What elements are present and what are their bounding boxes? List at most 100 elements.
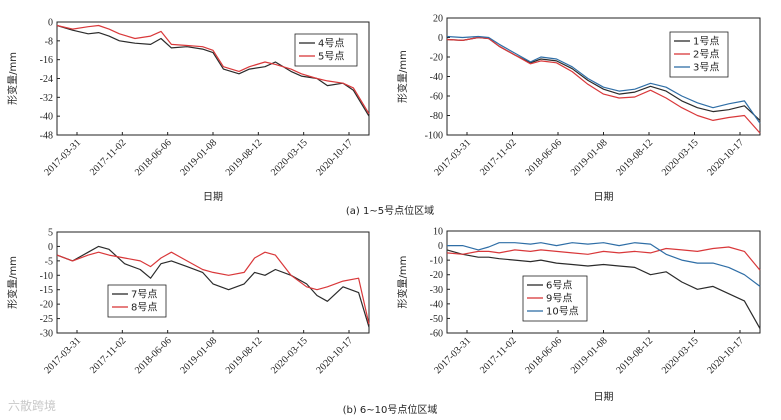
y-tick-label: -20: [40, 300, 53, 311]
y-tick-label: -40: [430, 72, 443, 83]
x-tick-label: 2017-03-31: [432, 335, 473, 376]
y-tick-label: -50: [430, 314, 443, 325]
series-line-2: [446, 246, 761, 271]
y-tick-label: -48: [40, 131, 53, 142]
y-tick-label: -15: [40, 285, 53, 296]
x-tick-label: 2017-11-02: [88, 335, 129, 376]
legend-box: [294, 33, 358, 67]
y-tick-label: -25: [40, 314, 53, 325]
series-line-3: [447, 242, 761, 287]
legend-entry: 3号点: [693, 62, 719, 74]
y-tick-label: -32: [40, 93, 53, 104]
legend-entry: 4号点: [318, 38, 344, 50]
x-axis-label: 日期: [594, 391, 614, 403]
x-tick-label: 2019-08-12: [224, 137, 265, 178]
y-tick-label: 0: [48, 18, 53, 29]
plot-frame: [446, 230, 761, 334]
legend-entry: 8号点: [131, 302, 157, 314]
x-tick-label: 2019-08-12: [224, 335, 265, 376]
y-tick-label: -30: [430, 285, 443, 296]
y-tick-label: -24: [40, 74, 53, 85]
y-tick-label: -16: [40, 55, 53, 66]
y-axis-label: 形变量/mm: [396, 50, 409, 103]
series-line-3: [446, 35, 761, 124]
series-line-2: [56, 24, 370, 115]
y-tick-label: 0: [438, 33, 443, 44]
x-tick-label: 2019-01-08: [569, 335, 610, 376]
legend-entry: 6号点: [546, 280, 572, 292]
x-tick-label: 2018-06-06: [133, 335, 174, 376]
x-tick-label: 2017-11-02: [88, 137, 129, 178]
series-line-1: [56, 245, 370, 328]
x-tick-label: 2017-11-02: [478, 137, 519, 178]
y-tick-label: -40: [430, 299, 443, 310]
series-line-2: [56, 251, 370, 325]
figure-caption: (b) 6~10号点位区域: [343, 403, 438, 416]
x-tick-label: 2017-11-02: [478, 335, 519, 376]
y-tick-label: 5: [48, 228, 53, 239]
legend-box: [669, 31, 729, 78]
y-tick-label: -8: [45, 36, 53, 47]
legend-entry: 10号点: [546, 306, 579, 318]
x-tick-label: 2020-10-17: [705, 137, 746, 178]
y-tick-label: -60: [430, 329, 443, 340]
x-tick-label: 2020-03-15: [660, 137, 701, 178]
y-axis-label: 形变量/mm: [6, 256, 19, 309]
x-tick-label: 2020-10-17: [314, 335, 355, 376]
x-tick-label: 2020-10-17: [314, 137, 355, 178]
x-tick-label: 2017-03-31: [42, 335, 83, 376]
x-axis-label: 日期: [594, 191, 614, 203]
x-tick-label: 2019-08-12: [614, 335, 655, 376]
y-tick-label: 0: [48, 242, 53, 253]
y-axis-label: 形变量/mm: [6, 52, 19, 105]
y-tick-label: -100: [425, 131, 443, 142]
legend-box: [107, 284, 167, 318]
y-tick-label: -10: [430, 256, 443, 267]
watermark: 六散跨境: [8, 398, 56, 413]
x-tick-label: 2018-06-06: [133, 137, 174, 178]
y-tick-label: 0: [438, 241, 443, 252]
x-tick-label: 2020-10-17: [705, 335, 746, 376]
x-tick-label: 2020-03-15: [269, 335, 310, 376]
y-tick-label: -5: [45, 256, 53, 267]
y-tick-label: -30: [40, 329, 53, 340]
legend-entry: 9号点: [546, 293, 572, 305]
y-tick-label: -80: [430, 111, 443, 122]
y-tick-label: 10: [433, 227, 443, 238]
y-tick-label: -60: [430, 92, 443, 103]
x-tick-label: 2019-01-08: [178, 335, 219, 376]
y-tick-label: -40: [40, 112, 53, 123]
y-axis-label: 形变量/mm: [396, 256, 409, 309]
y-tick-label: -10: [40, 271, 53, 282]
x-tick-label: 2017-03-31: [42, 137, 83, 178]
series-line-2: [446, 36, 761, 134]
legend-entry: 1号点: [693, 36, 719, 48]
x-tick-label: 2019-01-08: [569, 137, 610, 178]
legend-entry: 7号点: [131, 289, 157, 301]
x-tick-label: 2019-08-12: [614, 137, 655, 178]
legend-entry: 5号点: [318, 51, 344, 63]
x-axis-label: 日期: [203, 191, 223, 203]
y-tick-label: 20: [433, 14, 443, 25]
x-tick-label: 2018-06-06: [523, 137, 564, 178]
x-tick-label: 2020-03-15: [269, 137, 310, 178]
series-line-1: [446, 249, 761, 329]
figure-caption: (a) 1~5号点位区域: [346, 204, 434, 217]
y-tick-label: -20: [430, 270, 443, 281]
x-tick-label: 2017-03-31: [432, 137, 473, 178]
x-tick-label: 2020-03-15: [660, 335, 701, 376]
x-tick-label: 2018-06-06: [523, 335, 564, 376]
plot-frame: [56, 231, 370, 334]
x-tick-label: 2019-01-08: [178, 137, 219, 178]
legend-entry: 2号点: [693, 49, 719, 61]
y-tick-label: -20: [430, 53, 443, 64]
